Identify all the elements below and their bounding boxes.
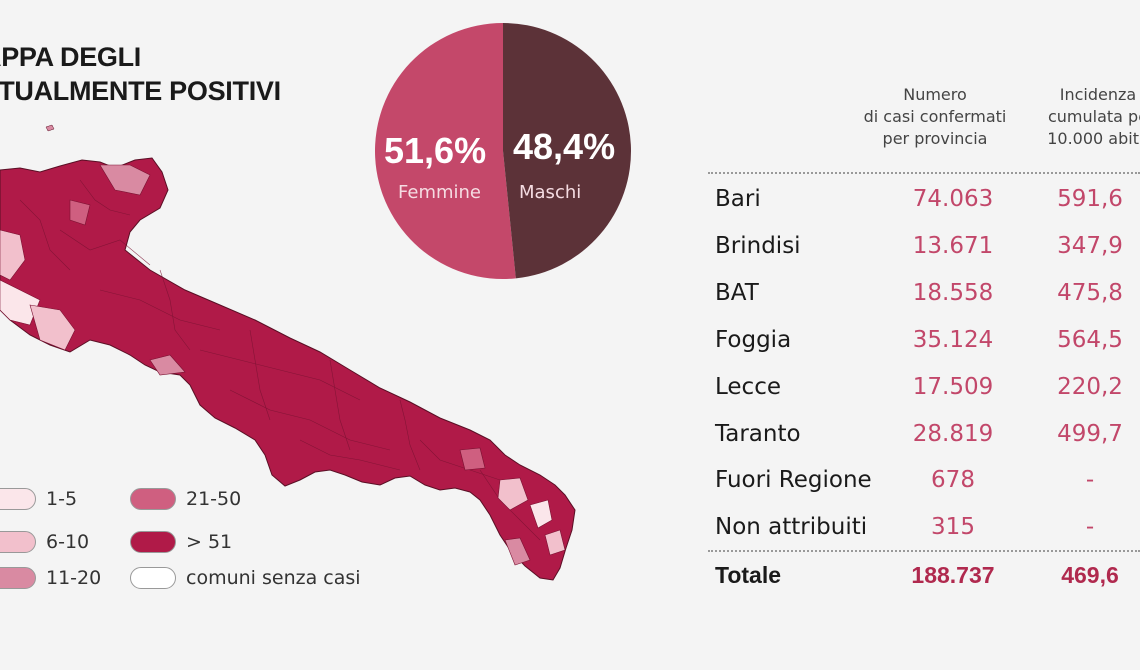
cases-value: 74.063 xyxy=(912,186,994,212)
legend-swatch xyxy=(0,488,36,510)
incidence-value: - xyxy=(1085,514,1095,540)
province-name: BAT xyxy=(715,280,759,306)
cases-value: 35.124 xyxy=(912,327,994,353)
female-percentage: 51,6% xyxy=(384,130,487,171)
legend-item-1-5: 1-5 xyxy=(0,488,77,510)
province-name: Foggia xyxy=(715,327,792,353)
incidence-value: 591,6 xyxy=(1057,186,1123,212)
incidence-value: - xyxy=(1085,467,1095,493)
total-incidence-value: 469,6 xyxy=(1061,562,1119,588)
incidence-value: 499,7 xyxy=(1057,421,1123,447)
province-name: Bari xyxy=(715,186,761,212)
header-divider xyxy=(708,172,1140,174)
column-header-incidence: Incidenza cumulata pe 10.000 abita xyxy=(1028,84,1140,150)
pie-slice-male xyxy=(503,23,631,279)
cases-value: 13.671 xyxy=(912,233,994,259)
cases-value: 28.819 xyxy=(912,421,994,447)
total-label: Totale xyxy=(715,562,782,588)
legend-item-11-20: 11-20 xyxy=(0,567,101,589)
male-percentage: 48,4% xyxy=(513,126,616,167)
female-label: Femmine xyxy=(398,182,481,203)
map-title-line-1: APPA DEGLI xyxy=(0,42,142,72)
legend-swatch xyxy=(130,531,176,553)
legend-label: 1-5 xyxy=(46,488,78,510)
incidence-value: 220,2 xyxy=(1057,374,1123,400)
incidence-value: 564,5 xyxy=(1057,327,1123,353)
province-name: Non attribuiti xyxy=(715,514,868,540)
map-title: APPA DEGLI TTUALMENTE POSITIVI xyxy=(0,40,281,108)
legend-item-21-50: 21-50 xyxy=(130,488,241,510)
male-label: Maschi xyxy=(519,182,582,203)
legend-item-6-10: 6-10 xyxy=(0,531,89,553)
province-name: Brindisi xyxy=(715,233,801,259)
province-name: Taranto xyxy=(715,421,801,447)
cases-value: 18.558 xyxy=(912,280,994,306)
legend-label: 6-10 xyxy=(46,531,90,553)
legend-swatch xyxy=(130,567,176,589)
map-title-line-2: TTUALMENTE POSITIVI xyxy=(0,76,281,106)
province-name: Fuori Regione xyxy=(715,467,872,493)
header-line: di casi confermati xyxy=(863,107,1007,126)
legend-item-no-cases: comuni senza casi xyxy=(130,567,361,589)
legend-swatch xyxy=(0,567,36,589)
legend-label: > 51 xyxy=(186,531,233,553)
cases-value: 17.509 xyxy=(912,374,994,400)
total-cases-value: 188.737 xyxy=(911,562,995,588)
gender-pie-chart xyxy=(374,23,631,279)
legend-item-over-51: > 51 xyxy=(130,531,232,553)
header-line: Incidenza xyxy=(1059,85,1137,104)
incidence-value: 475,8 xyxy=(1057,280,1123,306)
province-name: Lecce xyxy=(715,374,782,400)
legend-label: comuni senza casi xyxy=(186,567,361,589)
column-header-cases: Numero di casi confermati per provincia xyxy=(850,84,1020,150)
legend-label: 11-20 xyxy=(46,567,102,589)
legend-label: 21-50 xyxy=(186,488,242,510)
header-line: 10.000 abita xyxy=(1047,129,1140,148)
puglia-map xyxy=(0,124,576,581)
total-divider xyxy=(708,550,1140,552)
header-line: Numero xyxy=(903,85,967,104)
pie-slice-female xyxy=(374,23,516,279)
legend-swatch xyxy=(130,488,176,510)
header-line: cumulata pe xyxy=(1047,107,1140,126)
header-line: per provincia xyxy=(882,129,988,148)
cases-value: 315 xyxy=(931,514,975,540)
region-shape xyxy=(0,124,576,581)
incidence-value: 347,9 xyxy=(1057,233,1123,259)
legend-swatch xyxy=(0,531,36,553)
cases-value: 678 xyxy=(931,467,975,493)
